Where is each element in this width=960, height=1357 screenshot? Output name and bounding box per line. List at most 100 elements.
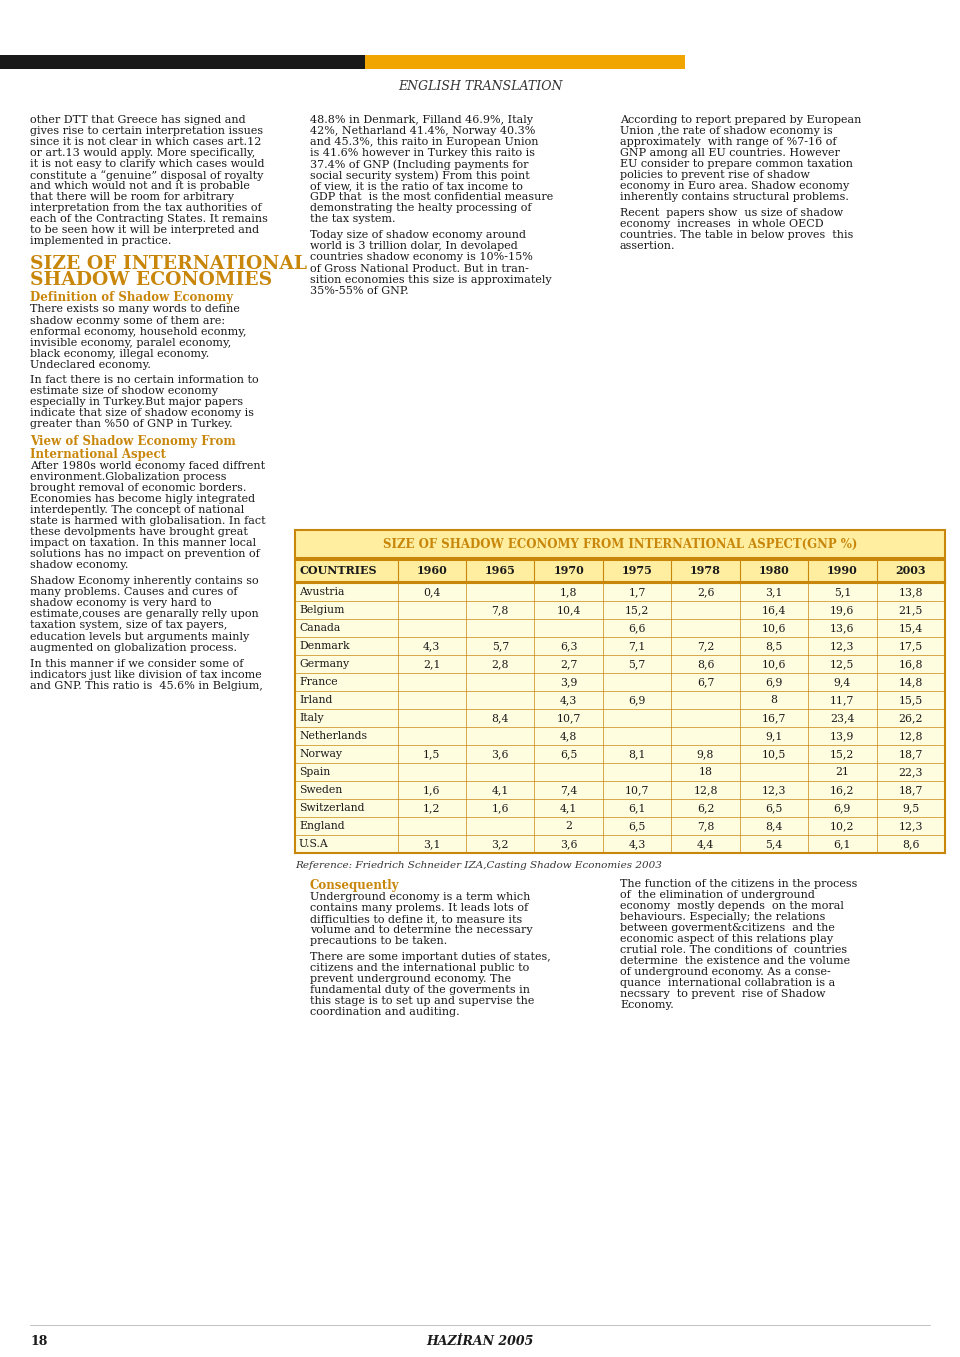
Text: 48.8% in Denmark, Filland 46.9%, Italy: 48.8% in Denmark, Filland 46.9%, Italy [310,115,533,125]
Text: Reference: Friedrich Schneider IZA,Casting Shadow Economies 2003: Reference: Friedrich Schneider IZA,Casti… [295,860,661,870]
Text: of Gross National Product. But in tran-: of Gross National Product. But in tran- [310,263,529,274]
Text: policies to prevent rise of shadow: policies to prevent rise of shadow [620,170,810,180]
Text: Consequently: Consequently [310,879,399,892]
Text: countries shadow economy is 10%-15%: countries shadow economy is 10%-15% [310,252,533,262]
Text: Irland: Irland [299,695,332,706]
Text: demonstrating the healty processing of: demonstrating the healty processing of [310,204,532,213]
Text: sition economies this size is approximately: sition economies this size is approximat… [310,274,552,285]
Text: 7,1: 7,1 [629,641,646,651]
Text: 12,8: 12,8 [899,731,923,741]
Text: 1975: 1975 [622,566,653,577]
Text: EU consider to prepare common taxation: EU consider to prepare common taxation [620,159,853,170]
Text: enformal economy, household econmy,: enformal economy, household econmy, [30,327,247,337]
Bar [295,531,945,558]
Text: 1978: 1978 [690,566,721,577]
Bar [295,763,945,782]
Text: International Aspect: International Aspect [30,448,166,461]
Text: 5,7: 5,7 [492,641,509,651]
Text: 21: 21 [835,767,850,778]
Text: economy  increases  in whole OECD: economy increases in whole OECD [620,220,824,229]
Text: 1,6: 1,6 [423,784,441,795]
Text: ENGLISH TRANSLATION: ENGLISH TRANSLATION [397,80,563,94]
Text: indicators just like division of tax income: indicators just like division of tax inc… [30,669,262,680]
Text: 1980: 1980 [758,566,789,577]
Text: 6,5: 6,5 [560,749,577,759]
Bar [295,673,945,691]
Text: 3,2: 3,2 [492,839,509,849]
Text: 4,3: 4,3 [629,839,646,849]
Text: inherently contains structural problems.: inherently contains structural problems. [620,193,849,202]
Text: behaviours. Especially; the relations: behaviours. Especially; the relations [620,912,826,923]
Text: many problems. Causes and cures of: many problems. Causes and cures of [30,588,237,597]
Text: Recent  papers show  us size of shadow: Recent papers show us size of shadow [620,209,843,218]
Bar [365,56,685,69]
Text: 7,2: 7,2 [697,641,714,651]
Text: 21,5: 21,5 [899,605,923,615]
Text: 2003: 2003 [896,566,926,577]
Text: of  the elimination of underground: of the elimination of underground [620,890,815,900]
Text: black economy, illegal economy.: black economy, illegal economy. [30,349,209,358]
Text: estimate,couses are genarally relly upon: estimate,couses are genarally relly upon [30,609,259,619]
Text: 1,6: 1,6 [492,803,509,813]
Text: 10,7: 10,7 [557,712,581,723]
Text: 6,1: 6,1 [833,839,852,849]
Text: 6,1: 6,1 [629,803,646,813]
Text: contains many prolems. It leads lots of: contains many prolems. It leads lots of [310,902,528,913]
Text: 9,4: 9,4 [833,677,851,687]
Text: Economy.: Economy. [620,1000,674,1011]
Bar [295,601,945,619]
Text: brought removal of economic borders.: brought removal of economic borders. [30,483,247,493]
Text: approximately  with range of %7-16 of: approximately with range of %7-16 of [620,137,836,147]
Text: other DTT that Greece has signed and: other DTT that Greece has signed and [30,115,246,125]
Text: There are some important duties of states,: There are some important duties of state… [310,953,551,962]
Text: 10,4: 10,4 [557,605,581,615]
Text: shadow economy is very hard to: shadow economy is very hard to [30,598,211,608]
Bar [295,727,945,745]
Text: quance  international collabration is a: quance international collabration is a [620,978,835,988]
Bar [295,799,945,817]
Text: and GNP. This ratio is  45.6% in Belgium,: and GNP. This ratio is 45.6% in Belgium, [30,681,263,691]
Text: 16,2: 16,2 [830,784,854,795]
Text: 8,1: 8,1 [629,749,646,759]
Text: 16,8: 16,8 [899,660,923,669]
Text: 2: 2 [565,821,572,830]
Text: SIZE OF INTERNATIONAL: SIZE OF INTERNATIONAL [30,255,307,274]
Text: Sweden: Sweden [299,784,343,795]
Text: SIZE OF SHADOW ECONOMY FROM INTERNATIONAL ASPECT(GNP %): SIZE OF SHADOW ECONOMY FROM INTERNATIONA… [383,537,857,551]
Text: augmented on globalization process.: augmented on globalization process. [30,643,237,653]
Text: Italy: Italy [299,712,324,723]
Text: 15,5: 15,5 [899,695,923,706]
Text: 18,7: 18,7 [899,749,923,759]
Text: coordination and auditing.: coordination and auditing. [310,1007,460,1018]
Text: 15,4: 15,4 [899,623,923,632]
Text: 2,6: 2,6 [697,588,714,597]
Text: 6,5: 6,5 [765,803,782,813]
Text: that there will be room for arbitrary: that there will be room for arbitrary [30,193,234,202]
Text: 16,7: 16,7 [761,712,786,723]
Text: In fact there is no certain information to: In fact there is no certain information … [30,375,258,385]
Text: especially in Turkey.But major papers: especially in Turkey.But major papers [30,396,243,407]
Bar [295,782,945,799]
Text: social security system) From this point: social security system) From this point [310,170,530,180]
Text: Undeclared economy.: Undeclared economy. [30,360,151,369]
Text: 5,4: 5,4 [765,839,782,849]
Text: it is not easy to clarify which cases would: it is not easy to clarify which cases wo… [30,159,265,170]
Text: 8,6: 8,6 [697,660,714,669]
Text: 6,5: 6,5 [629,821,646,830]
Text: Economies has become higly integrated: Economies has become higly integrated [30,494,255,503]
Text: 8: 8 [771,695,778,706]
Text: 19,6: 19,6 [830,605,854,615]
Text: between goverment&citizens  and the: between goverment&citizens and the [620,923,835,934]
Text: 3,6: 3,6 [560,839,577,849]
Text: 9,5: 9,5 [902,803,920,813]
Text: 10,2: 10,2 [830,821,854,830]
Text: education levels but arguments mainly: education levels but arguments mainly [30,631,250,642]
Text: estimate size of shodow economy: estimate size of shodow economy [30,385,218,396]
Text: 7,4: 7,4 [560,784,577,795]
Text: to be seen how it will be interpreted and: to be seen how it will be interpreted an… [30,225,259,235]
Text: economy  mostly depends  on the moral: economy mostly depends on the moral [620,901,844,911]
Text: GNP among all EU countries. However: GNP among all EU countries. However [620,148,840,159]
Bar [295,636,945,655]
Text: this stage is to set up and supervise the: this stage is to set up and supervise th… [310,996,535,1007]
Text: interdepently. The concept of national: interdepently. The concept of national [30,505,244,516]
